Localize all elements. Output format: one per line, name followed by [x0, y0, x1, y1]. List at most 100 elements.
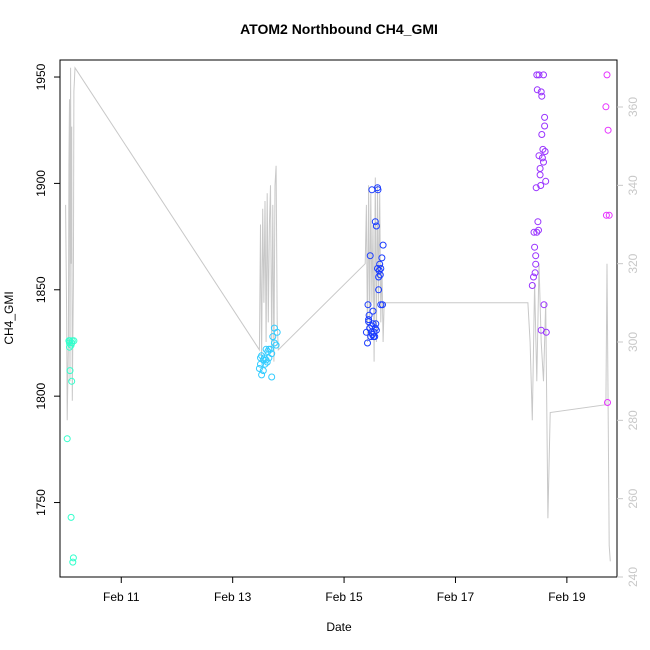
data-point	[533, 228, 541, 236]
data-point	[67, 513, 75, 521]
chart-title: ATOM2 Northbound CH4_GMI	[240, 21, 438, 37]
data-point	[539, 145, 547, 153]
data-point	[531, 269, 539, 277]
data-point	[365, 311, 373, 319]
data-point	[540, 158, 547, 166]
y-axis-label: CH4_GMI	[2, 291, 16, 344]
data-point	[70, 337, 78, 345]
data-point	[68, 377, 76, 385]
y-axis-right: 240 260 280 300 320 340 360	[617, 97, 640, 587]
y-tick-label: 1850	[34, 276, 48, 303]
y2-tick-label: 280	[626, 410, 640, 430]
data-point	[541, 148, 549, 155]
data-point	[377, 265, 385, 272]
data-point	[259, 367, 267, 375]
data-point	[537, 182, 545, 189]
data-point	[372, 222, 380, 230]
y-axis-left: 1750 1800 1850 1900 1950	[34, 63, 60, 516]
data-point	[532, 260, 540, 268]
data-point	[268, 373, 276, 381]
data-point	[364, 339, 371, 347]
data-point	[602, 211, 610, 219]
data-point	[538, 92, 546, 100]
x-tick-label: Feb 17	[437, 590, 475, 604]
data-point	[69, 554, 77, 562]
data-point	[369, 331, 376, 338]
data-point	[378, 254, 386, 262]
x-tick-label: Feb 15	[325, 590, 363, 604]
data-point	[69, 558, 77, 566]
data-point	[371, 218, 379, 226]
data-point	[536, 171, 544, 179]
data-point	[375, 286, 383, 294]
data-point	[264, 348, 272, 355]
data-point	[379, 241, 387, 249]
points-layer	[63, 71, 613, 566]
data-point	[379, 301, 386, 309]
data-point	[374, 186, 382, 194]
data-point	[537, 88, 545, 96]
y2-tick-label: 240	[626, 567, 640, 587]
data-point	[365, 316, 373, 324]
data-point	[536, 165, 544, 172]
data-point	[541, 122, 549, 130]
y-tick-label: 1750	[34, 489, 48, 516]
y2-tick-label: 340	[626, 175, 640, 195]
x-tick-label: Feb 13	[214, 590, 252, 604]
plot-frame	[59, 59, 618, 578]
data-point	[531, 243, 539, 251]
data-point	[374, 265, 381, 272]
data-point	[532, 252, 540, 260]
data-point	[370, 328, 378, 336]
y-tick-label: 1950	[34, 63, 48, 90]
data-point	[262, 345, 270, 353]
x-tick-label: Feb 11	[103, 590, 140, 604]
y-tick-label: 1900	[34, 170, 48, 197]
data-point	[272, 341, 280, 349]
x-tick-label: Feb 19	[548, 590, 586, 604]
data-point	[270, 339, 278, 347]
secondary-series-line	[65, 66, 611, 562]
data-point	[542, 177, 550, 185]
data-point	[258, 352, 266, 360]
data-point	[602, 103, 610, 111]
data-point	[603, 71, 611, 79]
data-point	[262, 356, 270, 364]
data-point	[533, 71, 541, 79]
data-point	[258, 371, 266, 379]
data-point	[538, 131, 546, 138]
data-point	[362, 328, 370, 336]
data-point	[530, 273, 537, 281]
data-point	[533, 86, 541, 94]
data-point	[541, 113, 549, 121]
data-point	[367, 333, 375, 341]
data-point	[605, 211, 613, 219]
data-point	[535, 226, 542, 234]
data-point	[528, 282, 536, 289]
y2-tick-label: 300	[626, 332, 640, 352]
data-point	[63, 435, 71, 443]
y2-tick-label: 320	[626, 253, 640, 273]
y2-tick-label: 260	[626, 488, 640, 508]
data-point	[530, 228, 538, 236]
data-point	[540, 301, 548, 309]
data-point	[540, 71, 547, 79]
x-axis: Feb 11 Feb 13 Feb 15 Feb 17 Feb 19	[103, 577, 586, 604]
data-point	[369, 307, 377, 315]
secondary-line-layer	[65, 66, 611, 562]
data-point	[534, 218, 542, 226]
data-point	[371, 324, 379, 332]
data-point	[535, 71, 543, 79]
data-point	[261, 360, 269, 368]
data-point	[375, 267, 383, 275]
data-point	[255, 365, 263, 372]
data-point	[542, 328, 550, 336]
x-axis-label: Date	[326, 620, 352, 634]
data-point	[604, 399, 611, 406]
y-tick-label: 1800	[34, 382, 48, 409]
data-point	[66, 343, 73, 351]
data-point	[66, 367, 74, 375]
data-point	[269, 333, 277, 341]
y2-tick-label: 360	[626, 97, 640, 117]
